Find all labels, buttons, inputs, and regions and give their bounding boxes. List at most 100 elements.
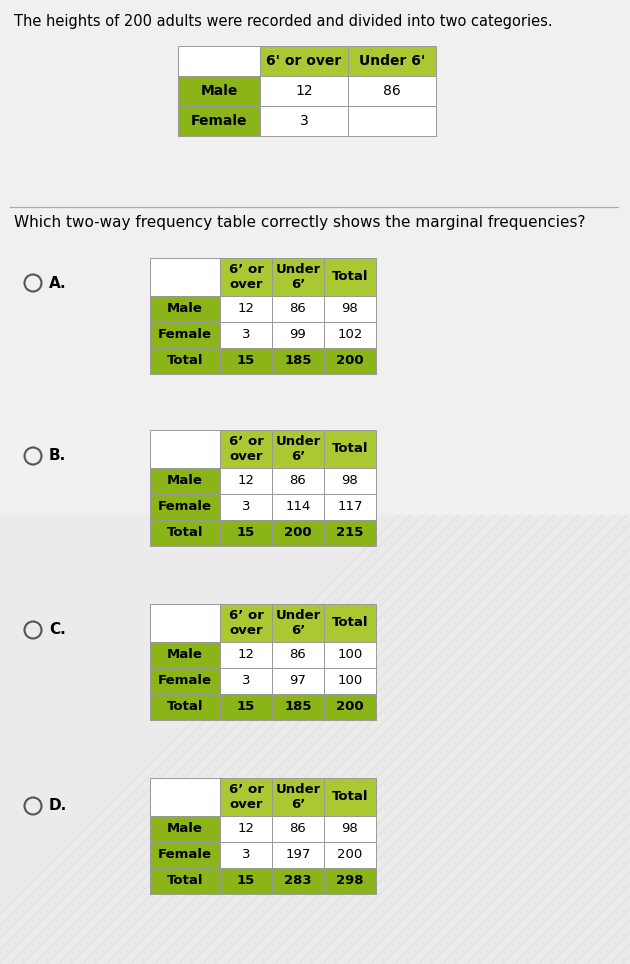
Bar — [220, 868, 272, 894]
Text: 185: 185 — [284, 355, 312, 367]
Bar — [150, 296, 220, 322]
Text: 86: 86 — [290, 474, 306, 488]
Text: Male: Male — [200, 84, 238, 98]
Text: Total: Total — [167, 874, 203, 888]
Bar — [272, 322, 324, 348]
Text: Total: Total — [332, 617, 369, 629]
Bar — [150, 868, 220, 894]
Bar — [348, 46, 436, 76]
Text: 86: 86 — [290, 303, 306, 315]
Bar — [178, 106, 260, 136]
Text: 15: 15 — [237, 874, 255, 888]
Text: 12: 12 — [238, 822, 255, 836]
Bar — [150, 604, 220, 642]
Text: Male: Male — [167, 649, 203, 661]
Text: D.: D. — [49, 798, 67, 814]
Bar — [220, 816, 272, 842]
Text: 6’ or
over: 6’ or over — [229, 435, 263, 463]
Text: 100: 100 — [338, 649, 363, 661]
Bar — [324, 494, 376, 520]
Text: 15: 15 — [237, 355, 255, 367]
Text: 3: 3 — [242, 500, 250, 514]
Bar — [324, 520, 376, 546]
Bar — [260, 106, 348, 136]
Bar — [220, 296, 272, 322]
Text: 6’ or
over: 6’ or over — [229, 783, 263, 811]
Text: 200: 200 — [338, 848, 363, 862]
Text: Male: Male — [167, 303, 203, 315]
Bar — [324, 778, 376, 816]
Text: 98: 98 — [341, 474, 358, 488]
Text: 3: 3 — [242, 675, 250, 687]
Bar — [150, 642, 220, 668]
Bar — [150, 494, 220, 520]
Bar — [220, 668, 272, 694]
Bar — [324, 816, 376, 842]
Text: 6' or over: 6' or over — [266, 54, 341, 68]
Text: Male: Male — [167, 822, 203, 836]
Bar — [272, 520, 324, 546]
Bar — [150, 348, 220, 374]
Bar — [272, 668, 324, 694]
Bar — [150, 816, 220, 842]
Text: Under
6’: Under 6’ — [275, 609, 321, 637]
Text: Male: Male — [167, 474, 203, 488]
Bar — [150, 258, 220, 296]
Bar — [324, 258, 376, 296]
Text: 86: 86 — [290, 649, 306, 661]
Bar — [272, 348, 324, 374]
Bar — [220, 520, 272, 546]
Bar — [150, 778, 220, 816]
Text: Female: Female — [158, 500, 212, 514]
Bar — [324, 296, 376, 322]
Text: 3: 3 — [242, 848, 250, 862]
Bar — [0, 0, 630, 514]
Text: Female: Female — [158, 329, 212, 341]
Bar — [272, 604, 324, 642]
Text: Total: Total — [167, 526, 203, 540]
Text: Female: Female — [158, 848, 212, 862]
Bar — [272, 430, 324, 468]
Text: 15: 15 — [237, 526, 255, 540]
Bar — [150, 520, 220, 546]
Bar — [272, 494, 324, 520]
Text: 98: 98 — [341, 303, 358, 315]
Bar — [220, 348, 272, 374]
Bar — [324, 868, 376, 894]
Bar — [348, 106, 436, 136]
Bar — [220, 494, 272, 520]
Text: 12: 12 — [238, 474, 255, 488]
Bar — [272, 296, 324, 322]
Text: 102: 102 — [337, 329, 363, 341]
Bar — [324, 842, 376, 868]
Text: 86: 86 — [383, 84, 401, 98]
Bar — [324, 348, 376, 374]
Bar — [324, 430, 376, 468]
Bar — [178, 76, 260, 106]
Bar — [272, 868, 324, 894]
Text: C.: C. — [49, 623, 66, 637]
Text: 99: 99 — [290, 329, 306, 341]
Text: 12: 12 — [238, 649, 255, 661]
Text: B.: B. — [49, 448, 66, 464]
Text: Under
6’: Under 6’ — [275, 783, 321, 811]
Bar — [272, 642, 324, 668]
Bar — [150, 322, 220, 348]
Bar — [260, 76, 348, 106]
Text: The heights of 200 adults were recorded and divided into two categories.: The heights of 200 adults were recorded … — [14, 14, 553, 29]
Text: 215: 215 — [336, 526, 364, 540]
Bar — [220, 642, 272, 668]
Bar — [324, 668, 376, 694]
Text: Under
6’: Under 6’ — [275, 435, 321, 463]
Text: 114: 114 — [285, 500, 311, 514]
Bar — [272, 842, 324, 868]
Bar — [324, 322, 376, 348]
Text: 283: 283 — [284, 874, 312, 888]
Bar — [260, 46, 348, 76]
Bar — [324, 468, 376, 494]
Bar — [324, 694, 376, 720]
Text: 197: 197 — [285, 848, 311, 862]
Bar — [220, 694, 272, 720]
Bar — [272, 694, 324, 720]
Text: 200: 200 — [284, 526, 312, 540]
